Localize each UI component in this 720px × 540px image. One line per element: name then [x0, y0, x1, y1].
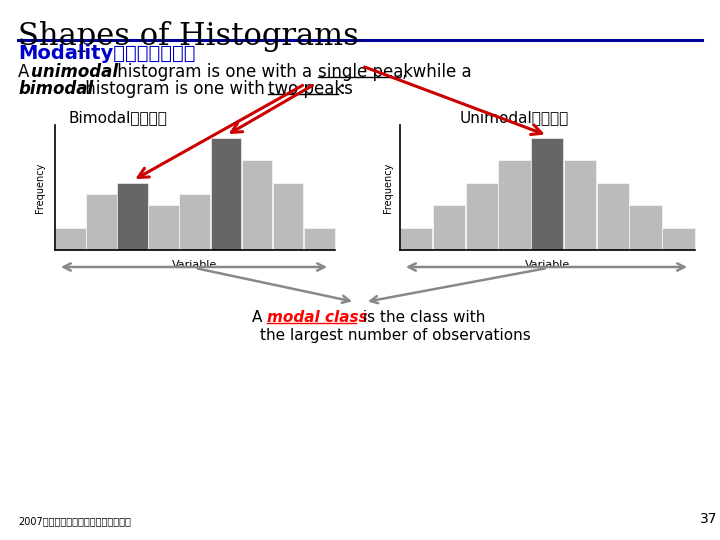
Text: histogram is one with a: histogram is one with a [112, 63, 318, 81]
Text: bimodal: bimodal [18, 80, 94, 98]
Text: is the class with: is the class with [358, 310, 485, 325]
Text: Variable: Variable [172, 260, 217, 270]
Text: Frequency: Frequency [35, 163, 45, 213]
Text: two peaks: two peaks [268, 80, 353, 98]
Text: histogram is one with: histogram is one with [80, 80, 270, 98]
Text: 2007年男女學生統計（一）中山館大學: 2007年男女學生統計（一）中山館大學 [18, 516, 131, 526]
Bar [86, 194, 117, 250]
Bar [597, 183, 629, 250]
Bar [531, 138, 563, 250]
Bar [629, 205, 662, 250]
Text: Shapes of Histograms: Shapes of Histograms [18, 21, 359, 52]
Bar [662, 227, 695, 250]
Text: 37: 37 [700, 512, 718, 526]
Bar [400, 227, 432, 250]
Text: A: A [252, 310, 267, 325]
Text: Unimodal（單峰）: Unimodal（單峰） [460, 110, 570, 125]
Bar [55, 227, 86, 250]
Text: :: : [340, 80, 346, 98]
Bar [179, 194, 210, 250]
Text: unimodal: unimodal [31, 63, 118, 81]
Bar [242, 160, 272, 250]
Text: modal class: modal class [267, 310, 368, 325]
Text: Bimodal（雙峰）: Bimodal（雙峰） [68, 110, 167, 125]
Bar [304, 227, 335, 250]
Text: the largest number of observations: the largest number of observations [260, 328, 531, 343]
Text: , while a: , while a [402, 63, 472, 81]
Bar [117, 183, 148, 250]
Text: Variable: Variable [525, 260, 570, 270]
Bar [148, 205, 179, 250]
Text: Frequency: Frequency [383, 163, 393, 213]
Bar [466, 183, 498, 250]
Bar [210, 138, 241, 250]
Bar [564, 160, 596, 250]
Bar [498, 160, 531, 250]
Bar [433, 205, 465, 250]
Bar [273, 183, 303, 250]
Text: single peak: single peak [318, 63, 413, 81]
Text: A: A [18, 63, 35, 81]
Text: Modality（眾數組個數）: Modality（眾數組個數） [18, 44, 196, 63]
